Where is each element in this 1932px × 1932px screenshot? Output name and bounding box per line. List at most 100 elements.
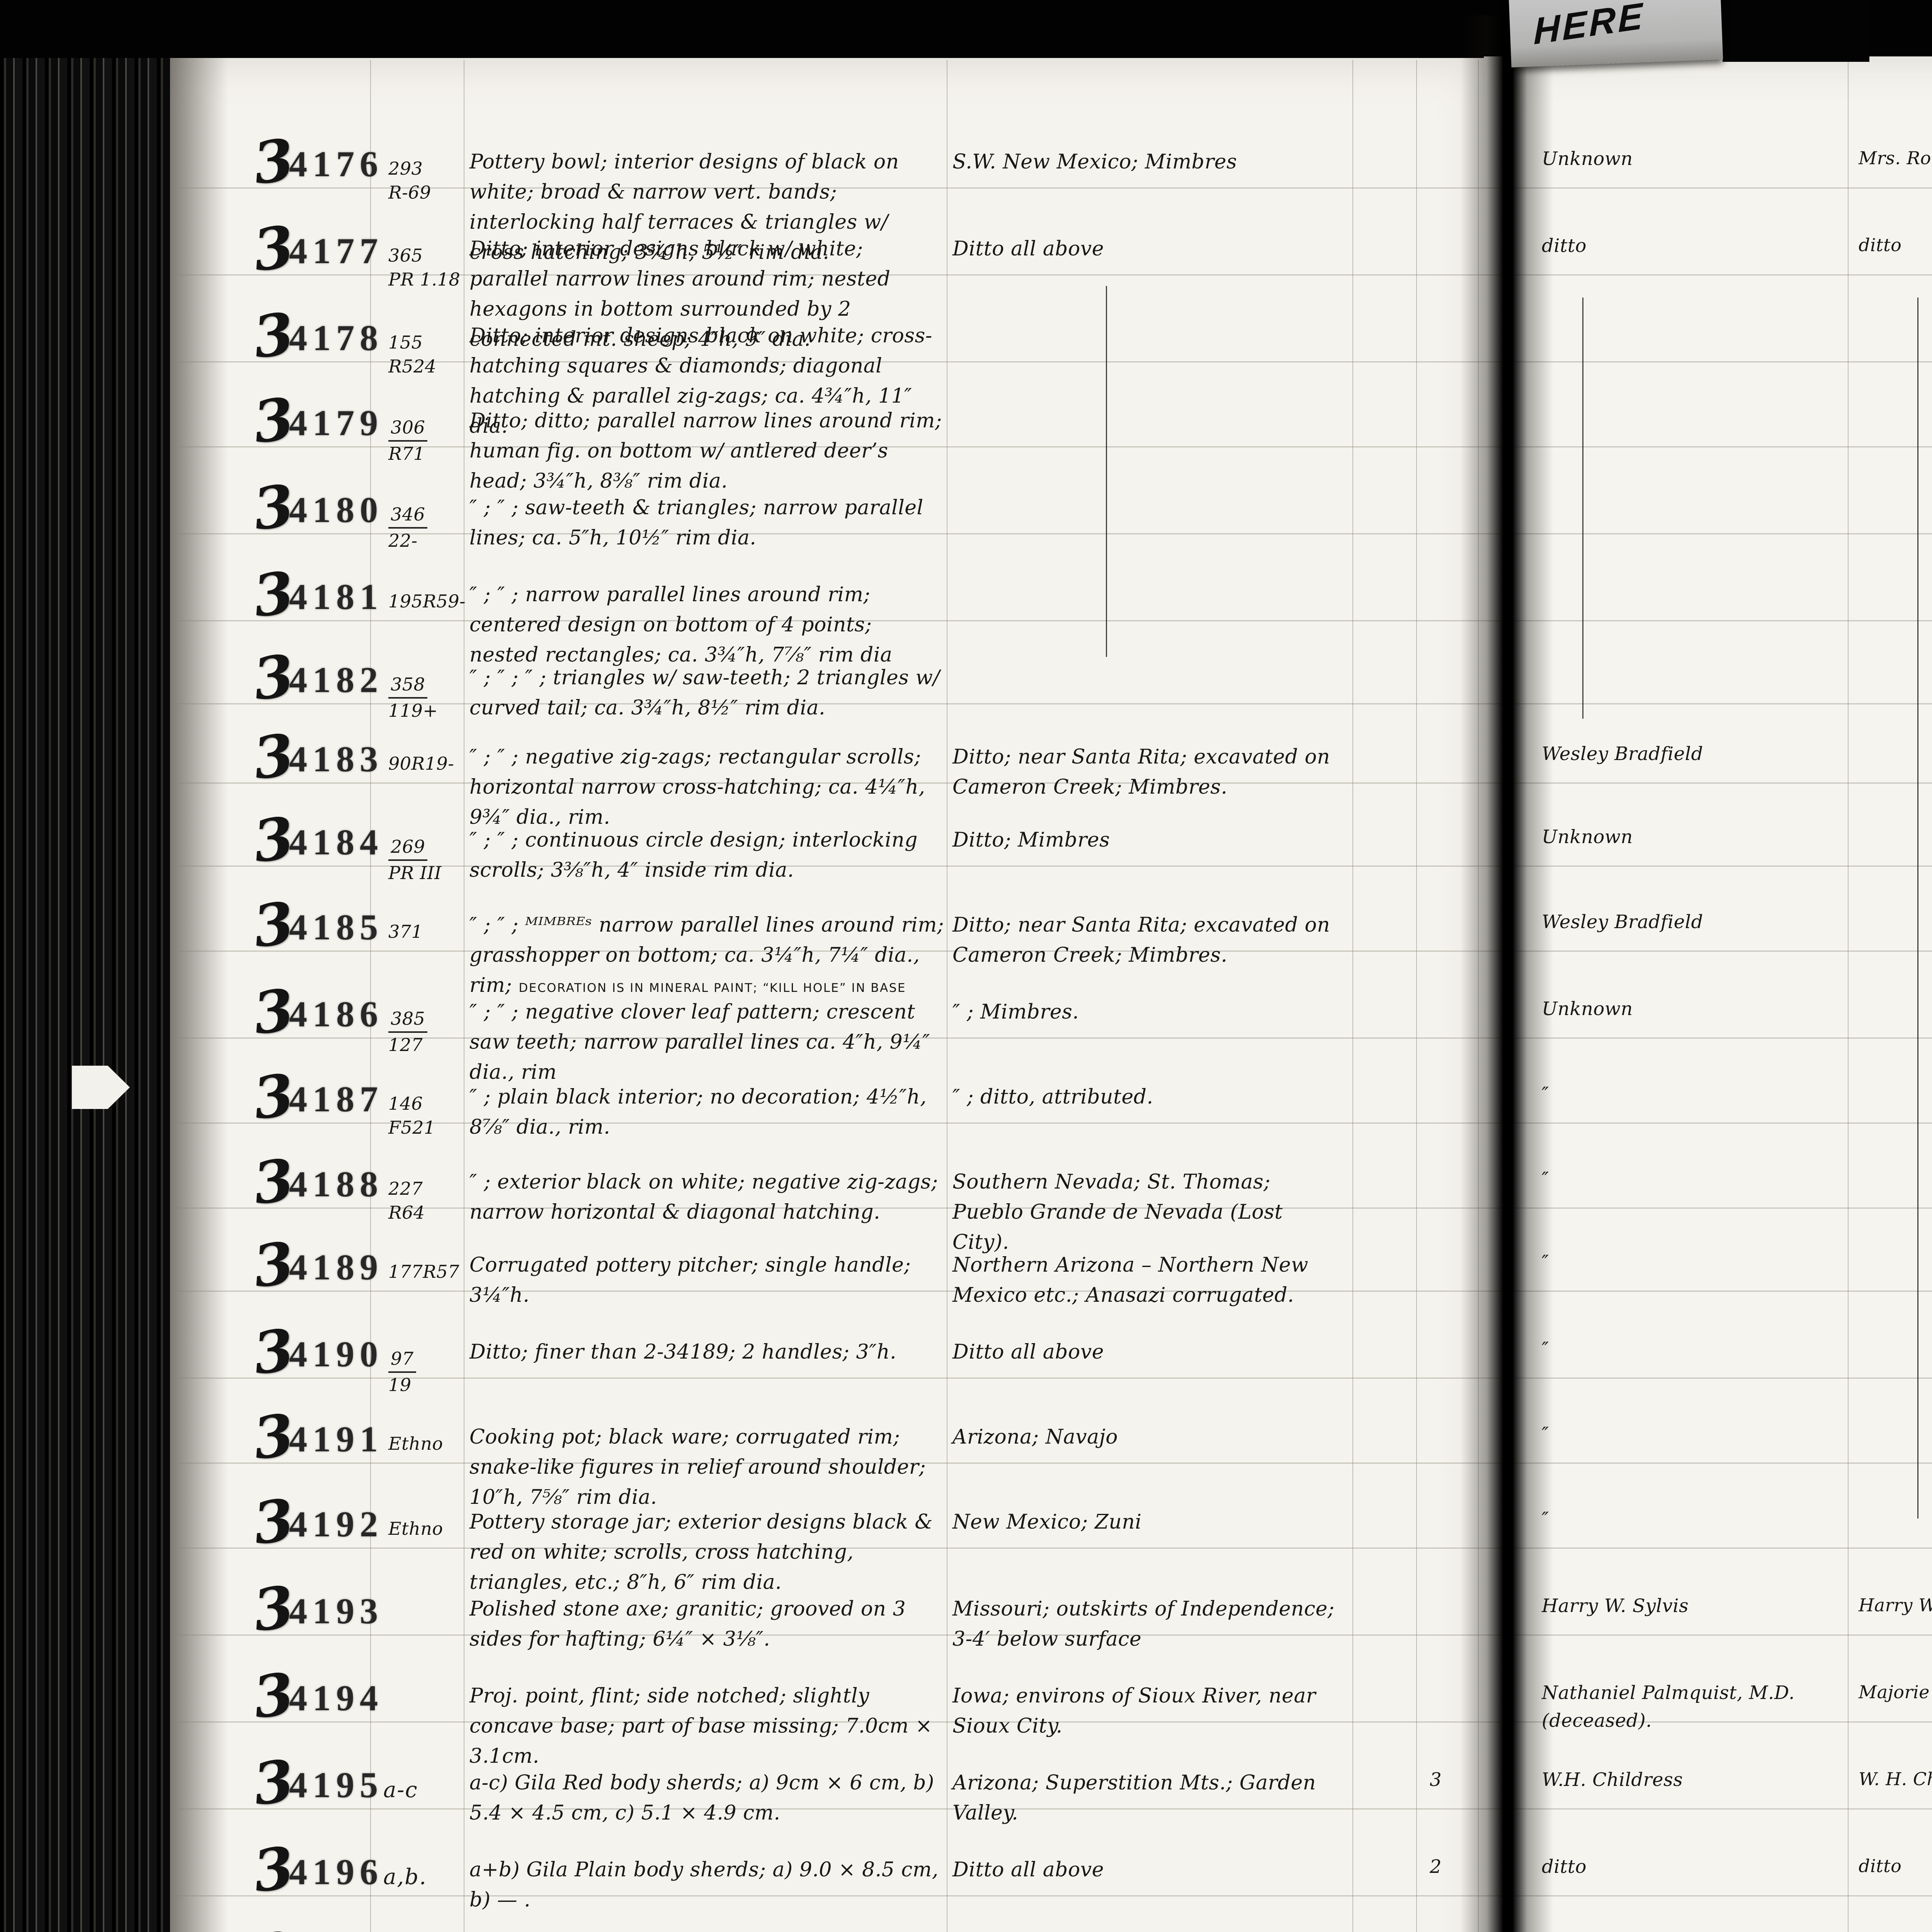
collector-text: Wesley Bradfield xyxy=(1542,911,1703,933)
catalog-number-script-digit: 3 xyxy=(250,1401,298,1473)
old-number-bottom: 127 xyxy=(388,1034,423,1056)
book-gutter xyxy=(1461,15,1553,1932)
ledger-line xyxy=(176,1548,1932,1549)
description-text: ″ ; plain black interior; no decoration;… xyxy=(469,1085,927,1139)
description-text: Ditto; interior designs black on white; … xyxy=(469,324,932,438)
catalog-number: 34177 xyxy=(250,213,383,284)
ledger-line xyxy=(176,1378,1932,1379)
ledger-line xyxy=(176,1208,1932,1209)
old-number-code: 90R19- xyxy=(388,752,469,776)
ledger-line xyxy=(176,1808,1932,1810)
old-number-code: 195R59- xyxy=(388,589,469,613)
catalog-number-stamp: 4186 xyxy=(289,994,383,1034)
old-number-code: 346 22- xyxy=(388,502,469,553)
donor-text: Harry W. Sylvis xyxy=(1859,1595,1932,1616)
ledger-line xyxy=(176,1634,1932,1636)
locality-text: Southern Nevada; St. Thomas; Pueblo Gran… xyxy=(952,1170,1283,1254)
catalog-number-script-digit: 3 xyxy=(250,976,298,1048)
catalog-number-stamp: 4187 xyxy=(289,1079,383,1119)
old-number-code: 385 127 xyxy=(388,1007,469,1057)
catalog-number-stamp: 4179 xyxy=(289,403,383,443)
description-text: Ditto; ditto; parallel narrow lines arou… xyxy=(469,409,942,493)
description: Ditto; ditto; parallel narrow lines arou… xyxy=(469,406,945,496)
catalog-number: 34195a-c xyxy=(250,1747,418,1818)
catalog-number: 34192 xyxy=(250,1486,383,1558)
description: ″ ; ″ ; continuous circle design; interl… xyxy=(469,825,945,885)
ledger-line xyxy=(176,703,1932,704)
description: Pottery storage jar; exterior designs bl… xyxy=(469,1507,945,1597)
ledger-line xyxy=(176,361,1932,362)
catalog-number-script-digit: 3 xyxy=(250,889,298,961)
locality-text: Ditto; near Santa Rita; excavated on Cam… xyxy=(952,913,1330,967)
catalog-number: 34179 xyxy=(250,384,383,456)
locality: Arizona; Superstition Mts.; Garden Valle… xyxy=(952,1768,1345,1828)
catalog-number-script-digit: 3 xyxy=(250,1573,298,1645)
ledger-line xyxy=(176,1291,1932,1292)
old-number-bottom: R71 xyxy=(388,443,425,464)
old-number-top: 155 xyxy=(388,332,423,353)
ledger-line xyxy=(176,187,1932,189)
collector: ditto xyxy=(1542,232,1847,260)
catalog-number: 34188 xyxy=(250,1146,383,1217)
locality-text: Ditto; near Santa Rita; excavated on Cam… xyxy=(952,745,1330,799)
description: ″ ; ″ ; ᴹᴵᴹᴮᴿᴱˢ narrow parallel lines ar… xyxy=(469,910,945,1000)
description: a+b) Gila Plain body sherds; a) 9.0 × 8.… xyxy=(469,1855,945,1915)
locality: Ditto; near Santa Rita; excavated on Cam… xyxy=(952,742,1345,802)
old-number-top: 293 xyxy=(388,158,423,179)
old-number-top: 385 xyxy=(388,1007,428,1033)
locality: S.W. New Mexico; Mimbres xyxy=(952,147,1345,177)
description-text: Ditto; interior designs black w/ white; … xyxy=(469,237,891,351)
locality: Iowa; environs of Sioux River, near Siou… xyxy=(952,1681,1345,1741)
locality-text: Iowa; environs of Sioux River, near Siou… xyxy=(952,1684,1316,1738)
description: Ditto; interior designs black w/ white; … xyxy=(469,234,945,354)
description: ″ ; ″ ; narrow parallel lines around rim… xyxy=(469,580,945,670)
inserted-note-text: HERE xyxy=(1533,0,1645,53)
locality: Ditto all above xyxy=(952,1855,1345,1885)
locality-text: S.W. New Mexico; Mimbres xyxy=(952,150,1237,173)
catalog-number: 34187 xyxy=(250,1061,383,1133)
ditto-continuation-line xyxy=(1917,298,1918,1519)
old-number-code: 97 19 xyxy=(388,1347,469,1397)
collector-text: W.H. Childress xyxy=(1542,1769,1683,1791)
ledger-line xyxy=(176,1721,1932,1723)
description-text: ″ ; exterior black on white; negative zi… xyxy=(469,1170,938,1224)
locality: Northern Arizona – Northern New Mexico e… xyxy=(952,1250,1345,1310)
old-number-code: 155 R524 xyxy=(388,330,469,378)
old-number-bottom: PR 1.18 xyxy=(388,269,461,290)
description-annotation: DECORATION IS IN MINERAL PAINT; “KILL HO… xyxy=(519,981,906,995)
catalog-number: 34176 xyxy=(250,126,383,197)
collector: Nathaniel Palmquist, M.D. (deceased). xyxy=(1542,1679,1847,1735)
locality: Missouri; outskirts of Independence; 3-4… xyxy=(952,1594,1345,1654)
catalog-number-script-digit: 3 xyxy=(250,804,298,876)
catalog-number-script-digit: 3 xyxy=(250,1486,298,1558)
collector: W.H. Childress xyxy=(1542,1766,1847,1794)
description-text: Pottery bowl; interior designs of black … xyxy=(469,150,899,264)
old-number-code: 371 xyxy=(388,920,469,944)
description-text: Cooking pot; black ware; corrugated rim;… xyxy=(469,1425,926,1509)
old-number-bottom: 19 xyxy=(388,1374,412,1396)
catalog-number-script-digit: 3 xyxy=(250,1061,298,1133)
note-gap-shadow xyxy=(1723,0,1869,62)
locality-text: New Mexico; Zuni xyxy=(952,1510,1142,1534)
old-number-code: 365 PR 1.18 xyxy=(388,243,469,291)
ledger-line xyxy=(176,446,1932,447)
collector: ditto xyxy=(1542,1853,1847,1881)
page-curve-shadow xyxy=(170,58,228,1932)
locality: Ditto; Mimbres xyxy=(952,825,1345,855)
catalog-number: 34182 xyxy=(250,641,383,713)
specimen-count: 3 xyxy=(1430,1766,1476,1794)
old-number-code: 269 PR III xyxy=(388,835,469,885)
catalog-number-stamp: 4183 xyxy=(289,739,383,779)
old-number-top: 306 xyxy=(388,415,428,442)
locality-text: Ditto all above xyxy=(952,1858,1104,1881)
old-number-top: 358 xyxy=(388,672,428,699)
locality-text: Ditto all above xyxy=(952,1340,1104,1364)
catalog-number: 34186 xyxy=(250,976,383,1048)
ledger-line xyxy=(176,274,1932,276)
collector: ″ xyxy=(1542,1080,1847,1108)
collector: ″ xyxy=(1542,1420,1847,1448)
description: ″ ; ″ ; negative clover leaf pattern; cr… xyxy=(469,997,945,1087)
catalog-number-script-digit: 3 xyxy=(250,1316,298,1388)
collector: ″ xyxy=(1542,1505,1847,1533)
description: Corrugated pottery pitcher; single handl… xyxy=(469,1250,945,1310)
